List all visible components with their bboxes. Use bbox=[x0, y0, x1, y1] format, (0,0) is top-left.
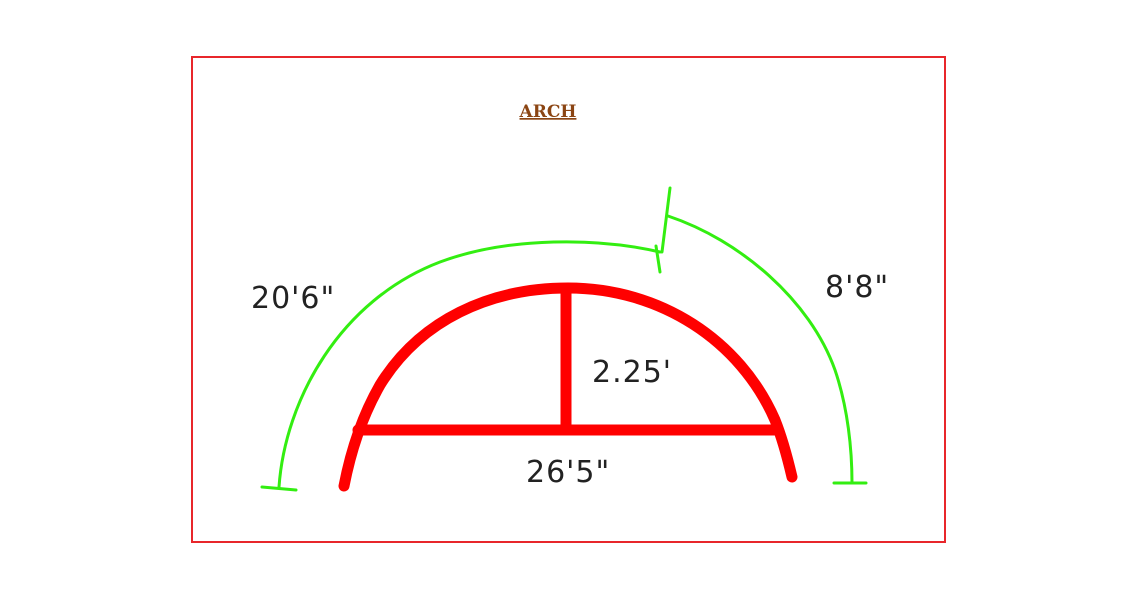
dimension-lines bbox=[260, 186, 868, 492]
outer-arc-left-tick bbox=[260, 485, 298, 492]
dimension-labels: 20'6" 8'8" 2.25' 26'5" bbox=[251, 270, 889, 490]
right-arc-dimension-line bbox=[666, 214, 854, 485]
diagram-title: ARCH bbox=[519, 102, 577, 122]
arch-structure bbox=[338, 282, 798, 492]
outer-arc-length-label: 20'6" bbox=[251, 281, 335, 316]
drawing-frame bbox=[191, 56, 946, 543]
outer-arc-right-tick bbox=[654, 244, 662, 274]
outer-arc-dimension-line bbox=[277, 240, 662, 489]
right-arc-length-label: 8'8" bbox=[825, 270, 889, 305]
span-label: 26'5" bbox=[526, 455, 610, 490]
right-arc-top-tick bbox=[660, 186, 672, 254]
rise-label: 2.25' bbox=[592, 355, 672, 390]
